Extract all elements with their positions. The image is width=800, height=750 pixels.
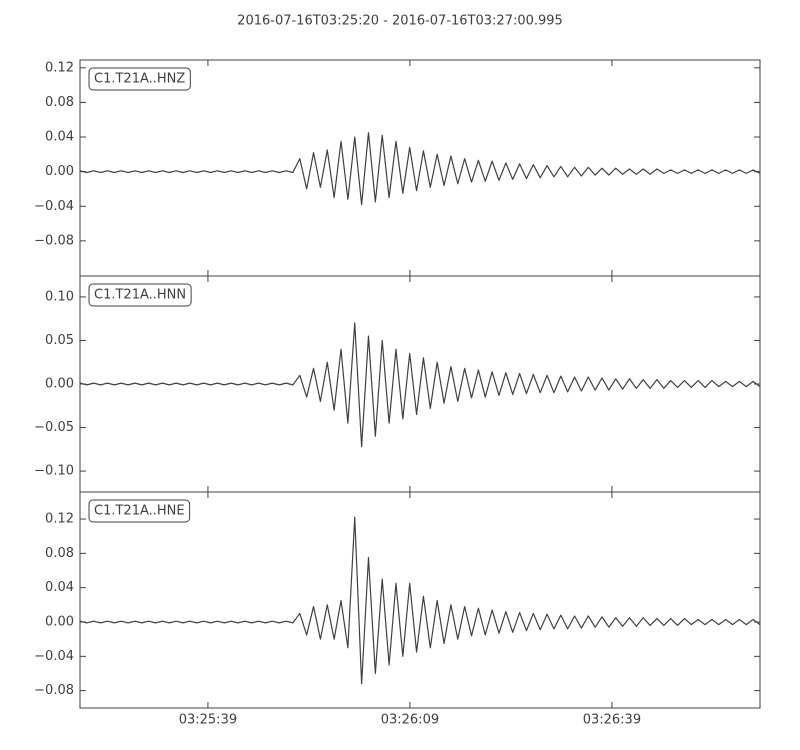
x-tick-label: 03:25:39 [179,713,237,728]
legend: C1.T21A..HNZ [88,67,191,91]
y-tick-label: 0.08 [45,546,74,561]
y-tick-label: −0.10 [34,464,74,479]
y-tick-label: 0.12 [45,60,74,75]
y-tick-label: −0.05 [34,420,74,435]
waveform [79,322,761,448]
y-tick-label: 0.08 [45,95,74,110]
y-tick-label: −0.08 [34,683,74,698]
y-tick-label: 0.04 [45,130,74,145]
y-tick-label: −0.08 [34,233,74,248]
y-tick-label: 0.10 [45,289,74,304]
y-tick-label: −0.04 [34,649,74,664]
y-tick-label: 0.00 [45,164,74,179]
chart-title: 2016-07-16T03:25:20 - 2016-07-16T03:27:0… [237,14,563,29]
legend-label: C1.T21A..HNZ [94,72,185,87]
y-tick-label: 0.04 [45,580,74,595]
y-tick-label: 0.12 [45,512,74,527]
y-tick-label: −0.04 [34,199,74,214]
legend-label: C1.T21A..HNE [94,504,185,519]
legend-box [88,499,191,523]
axes-frame [79,491,761,709]
legend-label: C1.T21A..HNN [94,288,186,303]
legend: C1.T21A..HNE [88,499,191,523]
legend-box [88,67,191,91]
waveform [79,516,761,685]
x-tick-label: 03:26:09 [381,713,439,728]
y-tick-label: 0.00 [45,615,74,630]
x-tick-label: 03:26:39 [583,713,641,728]
waveform [79,132,761,206]
legend: C1.T21A..HNN [88,283,192,307]
y-tick-label: 0.05 [45,333,74,348]
legend-box [88,283,192,307]
y-tick-label: 0.00 [45,377,74,392]
